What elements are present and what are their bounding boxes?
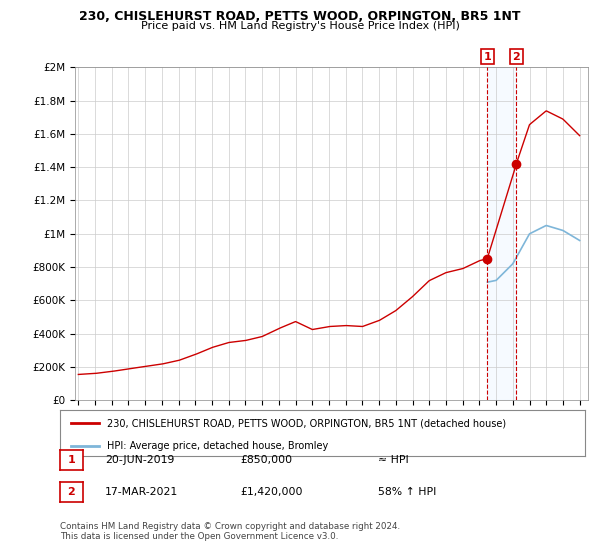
Text: £850,000: £850,000	[240, 455, 292, 465]
Text: 1: 1	[484, 52, 491, 62]
Text: 230, CHISLEHURST ROAD, PETTS WOOD, ORPINGTON, BR5 1NT (detached house): 230, CHISLEHURST ROAD, PETTS WOOD, ORPIN…	[107, 418, 506, 428]
Text: 2: 2	[68, 487, 75, 497]
Text: 1: 1	[68, 455, 75, 465]
Text: 20-JUN-2019: 20-JUN-2019	[105, 455, 175, 465]
Text: 58% ↑ HPI: 58% ↑ HPI	[378, 487, 436, 497]
Text: ≈ HPI: ≈ HPI	[378, 455, 409, 465]
Text: 2: 2	[512, 52, 520, 62]
Text: HPI: Average price, detached house, Bromley: HPI: Average price, detached house, Brom…	[107, 441, 329, 451]
Text: Price paid vs. HM Land Registry's House Price Index (HPI): Price paid vs. HM Land Registry's House …	[140, 21, 460, 31]
Text: Contains HM Land Registry data © Crown copyright and database right 2024.
This d: Contains HM Land Registry data © Crown c…	[60, 522, 400, 542]
Text: £1,420,000: £1,420,000	[240, 487, 302, 497]
Text: 17-MAR-2021: 17-MAR-2021	[105, 487, 178, 497]
Bar	[487, 67, 517, 400]
Text: 230, CHISLEHURST ROAD, PETTS WOOD, ORPINGTON, BR5 1NT: 230, CHISLEHURST ROAD, PETTS WOOD, ORPIN…	[79, 10, 521, 23]
